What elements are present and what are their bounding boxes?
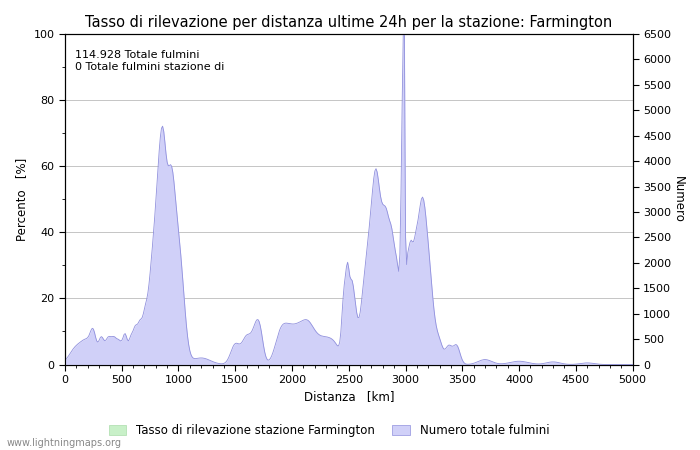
Y-axis label: Percento   [%]: Percento [%] — [15, 158, 28, 241]
X-axis label: Distanza   [km]: Distanza [km] — [304, 391, 394, 404]
Title: Tasso di rilevazione per distanza ultime 24h per la stazione: Farmington: Tasso di rilevazione per distanza ultime… — [85, 15, 612, 30]
Text: www.lightningmaps.org: www.lightningmaps.org — [7, 438, 122, 448]
Y-axis label: Numero: Numero — [672, 176, 685, 223]
Legend: Tasso di rilevazione stazione Farmington, Numero totale fulmini: Tasso di rilevazione stazione Farmington… — [104, 419, 554, 442]
Text: 114.928 Totale fulmini
0 Totale fulmini stazione di: 114.928 Totale fulmini 0 Totale fulmini … — [75, 50, 225, 72]
